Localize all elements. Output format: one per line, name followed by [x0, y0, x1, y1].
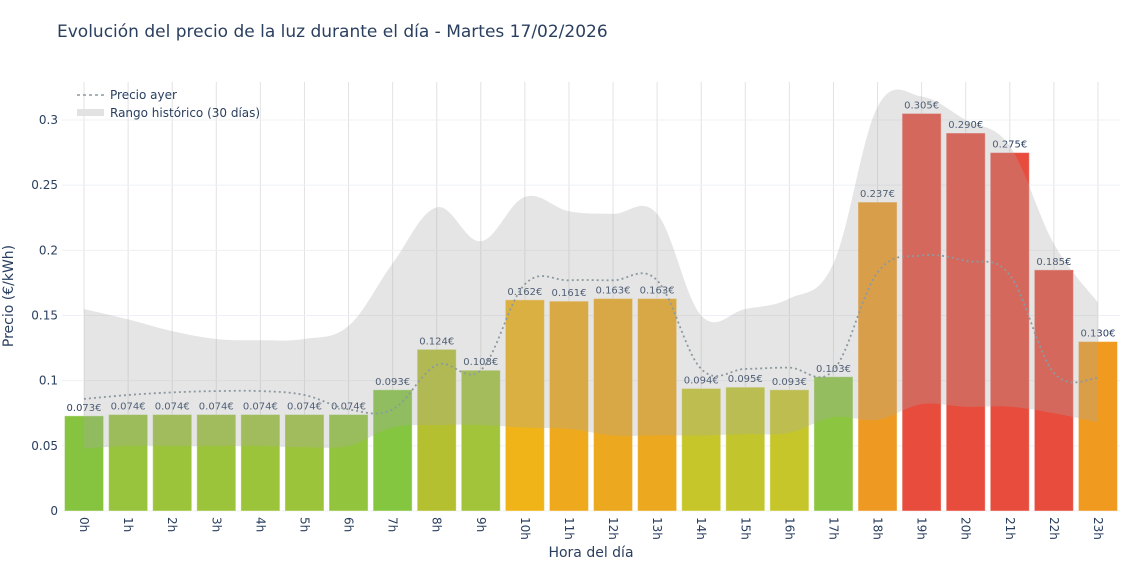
yesterday-price-line — [83, 254, 1099, 415]
x-axis-title: Hora del día — [548, 545, 633, 561]
y-tick-label: 0.05 — [31, 439, 58, 453]
bar-12h — [593, 298, 634, 512]
legend-label-historical: Rango histórico (30 días) — [110, 106, 260, 120]
bar-6h — [328, 414, 369, 512]
bar-data-label: 0.162€ — [507, 287, 542, 298]
bar-11h — [548, 300, 589, 512]
bar-data-label: 0.124€ — [419, 336, 454, 347]
bar-data-label: 0.074€ — [111, 402, 146, 413]
bar-5h — [284, 414, 325, 512]
bar-7h — [372, 389, 413, 512]
x-tick-label: 12h — [606, 517, 620, 540]
bar-data-label: 0.073€ — [67, 403, 102, 414]
legend-band-icon — [77, 109, 104, 116]
bar-18h — [857, 201, 898, 512]
bar-data-label: 0.275€ — [992, 140, 1027, 151]
x-tick-label: 5h — [297, 517, 311, 532]
x-tick-label: 21h — [1003, 517, 1017, 540]
y-tick-label: 0 — [50, 504, 58, 518]
y-tick-label: 0.3 — [39, 113, 58, 127]
y-tick-label: 0.25 — [31, 178, 58, 192]
bar-10h — [504, 299, 545, 512]
bar-data-label: 0.093€ — [375, 377, 410, 388]
bar-13h — [637, 298, 678, 512]
bar-data-label: 0.074€ — [287, 402, 322, 413]
bar-data-label: 0.163€ — [596, 286, 631, 297]
bar-23h — [1077, 341, 1118, 512]
bar-19h — [901, 112, 942, 512]
y-axis-title: Precio (€/kWh) — [1, 245, 17, 347]
x-tick-label: 23h — [1091, 517, 1105, 540]
x-tick-label: 16h — [782, 517, 796, 540]
bar-4h — [240, 414, 281, 512]
bar-16h — [769, 389, 810, 512]
bar-data-label: 0.074€ — [243, 402, 278, 413]
bar-15h — [725, 386, 766, 512]
x-tick-label: 18h — [871, 517, 885, 540]
historical-range-band — [84, 89, 1098, 449]
x-tick-label: 6h — [342, 517, 356, 532]
bar-data-label: 0.237€ — [860, 189, 895, 200]
x-tick-label: 17h — [826, 517, 840, 540]
x-tick-label: 2h — [165, 517, 179, 532]
x-tick-label: 19h — [915, 517, 929, 540]
y-tick-label: 0.2 — [39, 243, 58, 257]
bar-17h — [813, 376, 854, 512]
x-tick-label: 22h — [1047, 517, 1061, 540]
y-tick-label: 0.1 — [39, 374, 58, 388]
x-tick-label: 14h — [694, 517, 708, 540]
bar-0h — [64, 415, 105, 512]
x-tick-label: 0h — [77, 517, 91, 532]
bar-data-label: 0.161€ — [551, 288, 586, 299]
x-tick-label: 13h — [650, 517, 664, 540]
bar-8h — [416, 348, 457, 512]
x-tick-label: 10h — [518, 517, 532, 540]
x-tick-label: 3h — [209, 517, 223, 532]
bar-data-label: 0.163€ — [640, 286, 675, 297]
bar-data-label: 0.094€ — [684, 375, 719, 386]
x-tick-label: 20h — [959, 517, 973, 540]
x-tick-label: 7h — [386, 517, 400, 532]
bar-data-label: 0.290€ — [948, 120, 983, 131]
x-tick-label: 4h — [253, 517, 267, 532]
bar-2h — [152, 414, 193, 512]
bar-data-label: 0.103€ — [816, 364, 851, 375]
bar-data-label: 0.074€ — [155, 402, 190, 413]
bar-data-label: 0.074€ — [331, 402, 366, 413]
bar-data-label: 0.074€ — [199, 402, 234, 413]
x-tick-label: 11h — [562, 517, 576, 540]
bar-9h — [460, 369, 501, 512]
bar-14h — [681, 387, 722, 512]
bar-20h — [945, 132, 986, 512]
bar-3h — [196, 414, 237, 512]
chart-title: Evolución del precio de la luz durante e… — [57, 22, 608, 42]
bar-1h — [108, 414, 149, 512]
x-tick-label: 9h — [474, 517, 488, 532]
bar-data-label: 0.095€ — [728, 374, 763, 385]
bar-data-label: 0.185€ — [1036, 257, 1071, 268]
legend-label-yesterday: Precio ayer — [110, 88, 177, 102]
x-tick-label: 1h — [121, 517, 135, 532]
x-tick-label: 15h — [738, 517, 752, 540]
bar-22h — [1033, 269, 1074, 512]
bar-21h — [989, 152, 1030, 512]
bar-data-label: 0.305€ — [904, 100, 939, 111]
bar-data-label: 0.108€ — [463, 357, 498, 368]
y-tick-label: 0.15 — [31, 309, 58, 323]
x-tick-label: 8h — [430, 517, 444, 532]
bar-data-label: 0.093€ — [772, 377, 807, 388]
bar-data-label: 0.130€ — [1080, 329, 1115, 340]
legend: Precio ayer Rango histórico (30 días) — [77, 88, 260, 120]
